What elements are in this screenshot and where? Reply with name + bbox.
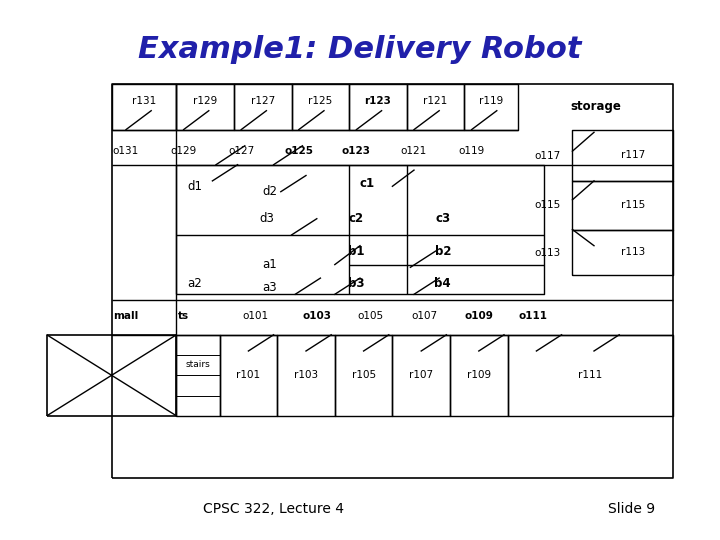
Text: Slide 9: Slide 9	[608, 502, 655, 516]
Text: o123: o123	[342, 146, 371, 156]
Text: r107: r107	[409, 370, 433, 380]
Text: o109: o109	[464, 311, 493, 321]
Text: r115: r115	[621, 200, 646, 210]
Text: o119: o119	[459, 146, 485, 156]
Text: o101: o101	[243, 311, 269, 321]
Text: r111: r111	[578, 370, 603, 380]
Text: storage: storage	[571, 100, 621, 113]
Text: o105: o105	[358, 311, 384, 321]
Text: o107: o107	[412, 311, 438, 321]
Text: o115: o115	[534, 200, 560, 210]
Text: r131: r131	[132, 96, 156, 106]
Text: r129: r129	[193, 96, 217, 106]
Text: c1: c1	[359, 177, 375, 190]
Text: d1: d1	[187, 180, 202, 193]
Text: r113: r113	[621, 247, 646, 258]
Text: d2: d2	[263, 185, 277, 198]
Text: c3: c3	[435, 212, 451, 225]
Text: a2: a2	[187, 277, 202, 290]
Text: b2: b2	[435, 245, 451, 258]
Text: o125: o125	[284, 146, 313, 156]
Text: r119: r119	[480, 96, 503, 106]
Text: CPSC 322, Lecture 4: CPSC 322, Lecture 4	[203, 502, 344, 516]
Text: o127: o127	[228, 146, 254, 156]
Text: a3: a3	[263, 281, 277, 294]
Text: b3: b3	[348, 277, 364, 290]
Text: o121: o121	[401, 146, 427, 156]
Text: b4: b4	[434, 277, 451, 290]
Text: Example1: Delivery Robot: Example1: Delivery Robot	[138, 35, 582, 64]
Text: b1: b1	[348, 245, 364, 258]
Text: mall: mall	[113, 311, 139, 321]
Text: c2: c2	[348, 212, 364, 225]
Text: o103: o103	[302, 311, 331, 321]
Text: r123: r123	[364, 96, 392, 106]
Text: r101: r101	[236, 370, 261, 380]
Text: d3: d3	[259, 212, 274, 225]
Text: o131: o131	[113, 146, 139, 156]
Text: r109: r109	[467, 370, 491, 380]
Text: a1: a1	[263, 258, 277, 271]
Text: stairs: stairs	[186, 360, 210, 369]
Text: o111: o111	[518, 311, 547, 321]
Text: r125: r125	[308, 96, 333, 106]
Text: o113: o113	[534, 248, 560, 258]
Text: r117: r117	[621, 150, 646, 160]
Text: o129: o129	[171, 146, 197, 156]
Text: r105: r105	[351, 370, 376, 380]
Text: ts: ts	[178, 311, 189, 321]
Text: r121: r121	[423, 96, 448, 106]
Text: o117: o117	[534, 151, 560, 160]
Text: r127: r127	[251, 96, 275, 106]
Text: r103: r103	[294, 370, 318, 380]
